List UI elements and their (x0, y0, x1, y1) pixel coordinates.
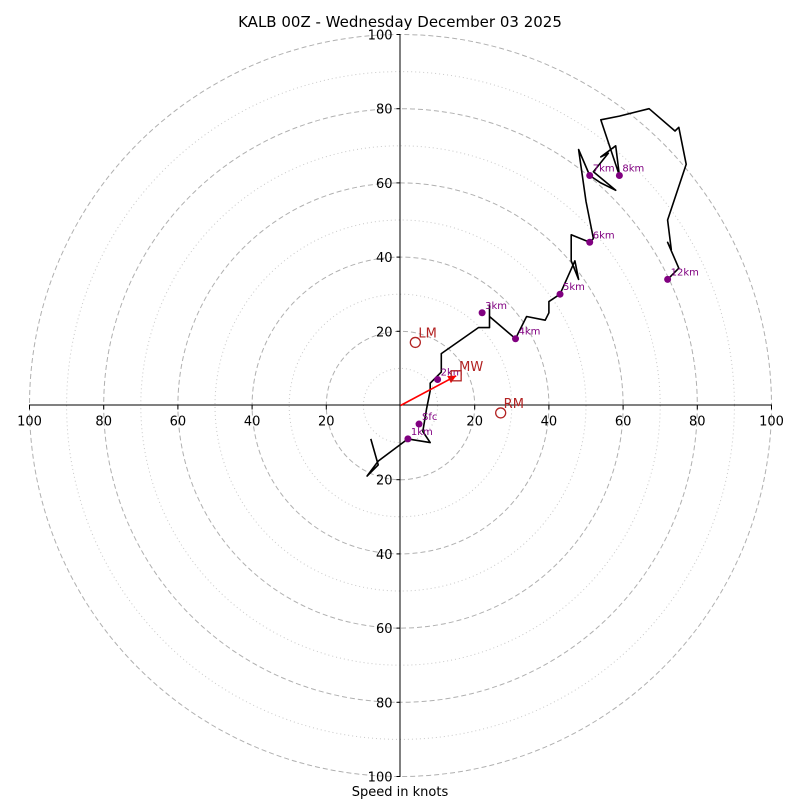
chart-title: KALB 00Z - Wednesday December 03 2025 (238, 13, 562, 31)
height-marker-label: 8km (622, 163, 644, 174)
height-marker-dot (556, 290, 564, 298)
height-marker-dot (586, 171, 594, 179)
height-marker-dot (478, 309, 486, 317)
height-marker-label: 3km (485, 301, 507, 312)
y-tick-label: 100 (368, 29, 393, 44)
height-marker-label: Sfc (422, 412, 437, 423)
y-tick-label: 40 (376, 548, 393, 563)
height-marker-dot (404, 435, 412, 443)
height-marker-dot (664, 275, 672, 283)
x-tick-label: 20 (466, 415, 483, 430)
y-tick-label: 100 (368, 771, 393, 786)
height-marker-label: 6km (593, 230, 615, 241)
height-marker-label: 7km (593, 163, 615, 174)
x-tick-label: 80 (95, 415, 112, 430)
wind-trace (366, 107, 688, 477)
height-marker-dot (512, 335, 520, 343)
height-marker-dot (586, 238, 594, 246)
x-tick-label: 20 (318, 415, 335, 430)
x-tick-label: 60 (615, 415, 632, 430)
y-tick-label: 20 (376, 474, 393, 489)
x-tick-label: 100 (17, 415, 42, 430)
y-tick-label: 80 (376, 696, 393, 711)
height-marker-label: 5km (563, 282, 585, 293)
motion-marker-label: MW (459, 360, 483, 375)
height-marker-dot (434, 376, 442, 384)
wind-trace-line (366, 107, 688, 477)
x-tick-label: 80 (689, 415, 706, 430)
motion-marker-square (450, 370, 462, 382)
motion-marker-circle (495, 407, 507, 419)
y-tick-label: 40 (376, 251, 393, 266)
y-tick-label: 60 (376, 622, 393, 637)
mean-wind-vector-line (400, 375, 457, 407)
x-axis-label: Speed in knots (352, 785, 449, 800)
x-tick-label: 100 (759, 415, 784, 430)
motion-marker-circle (409, 336, 421, 349)
height-marker-label: 1km (411, 427, 433, 438)
height-marker-label: 12km (671, 267, 699, 278)
x-tick-label: 40 (244, 415, 261, 430)
motion-marker-label: RM (504, 397, 524, 412)
tick-labels: 100 80 60 40 20 20 40 60 80 100 100 80 60 40 20 20 40 60 8… (17, 29, 784, 786)
x-tick-label: 40 (541, 415, 558, 430)
y-tick-label: 60 (376, 177, 393, 192)
motion-marker-label: LM (418, 326, 436, 341)
y-tick-label: 20 (376, 325, 393, 340)
x-tick-label: 60 (170, 415, 187, 430)
height-marker-label: 4km (519, 327, 541, 338)
height-marker-dot (615, 171, 623, 179)
y-tick-label: 80 (376, 103, 393, 118)
storm-motion-markers: LM MW RM (409, 326, 524, 419)
height-marker-dot (415, 420, 423, 428)
